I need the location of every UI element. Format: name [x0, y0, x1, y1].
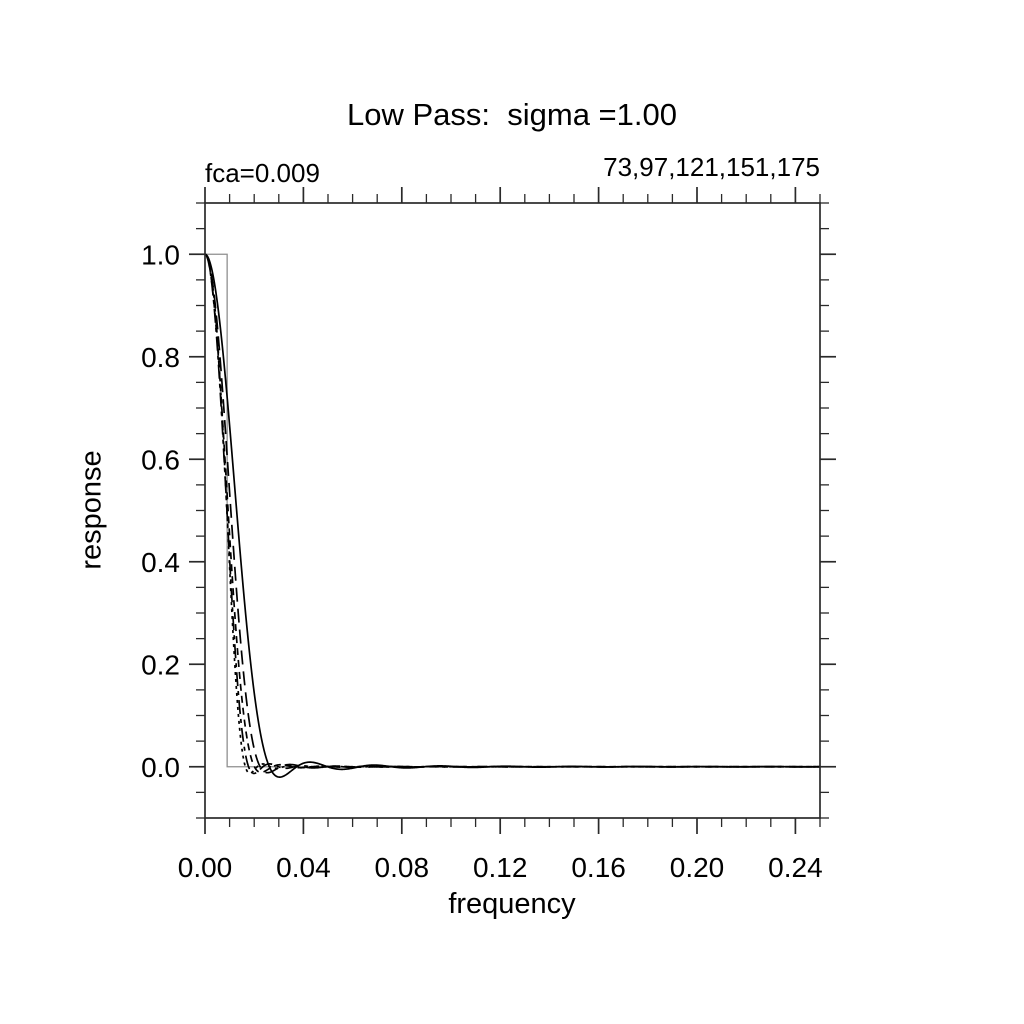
response-curve-121 [204, 253, 820, 774]
plot-frame [204, 202, 821, 819]
response-curve-97 [204, 253, 820, 774]
cutoff-frequency-label: fca=0.009 [205, 158, 320, 188]
ideal-response-line [205, 253, 820, 768]
y-tick-label: 1.0 [141, 239, 180, 270]
chart-title: Low Pass: sigma =1.00 [347, 97, 677, 132]
y-tick-label: 0.8 [141, 342, 180, 373]
num-weights-label: 73,97,121,151,175 [603, 152, 820, 182]
x-tick-label: 0.20 [670, 852, 725, 883]
x-axis-title: frequency [448, 888, 576, 920]
y-tick-label: 0.6 [141, 444, 180, 475]
y-tick-label: 0.2 [141, 649, 180, 680]
response-curve-175 [204, 253, 820, 775]
x-tick-label: 0.16 [571, 852, 626, 883]
x-tick-label: 0.12 [473, 852, 528, 883]
y-tick-label: 0.4 [141, 547, 180, 578]
x-tick-label: 0.24 [768, 852, 823, 883]
response-curve-151 [204, 253, 820, 775]
y-tick-label: 0.0 [141, 752, 180, 783]
x-tick-label: 0.00 [178, 852, 233, 883]
response-curve-73 [204, 253, 821, 778]
x-tick-label: 0.08 [375, 852, 430, 883]
x-tick-label: 0.04 [276, 852, 331, 883]
